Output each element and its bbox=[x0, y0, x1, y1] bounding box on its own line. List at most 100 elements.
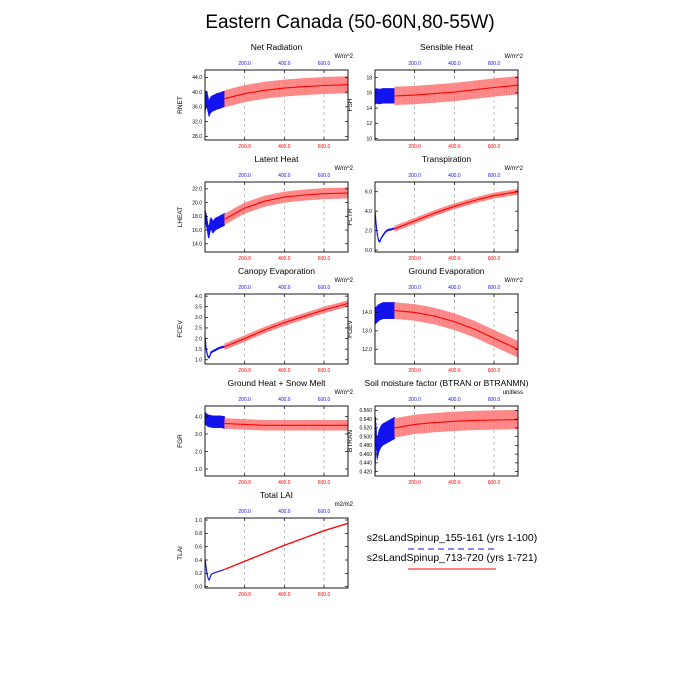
series-line bbox=[374, 427, 396, 463]
y-tick-label: 18.0 bbox=[192, 214, 202, 220]
y-tick-label: 2.0 bbox=[195, 336, 202, 342]
bottom-x-tick-label: 600.0 bbox=[488, 256, 501, 262]
chart-panel-8: Soil moisture factor (BTRAN or BTRANMN) u… bbox=[347, 378, 529, 486]
chart-panel-9: Total LAI m2/m2 TLAI 0.0 0.2 0.4 0.6 0.8 1.0 200.… bbox=[177, 490, 354, 598]
series-short-run bbox=[204, 210, 226, 239]
chart-title: Net Radiation bbox=[251, 42, 303, 52]
y-tick-label: 0.440 bbox=[359, 461, 372, 467]
y-axis-label: FCEV bbox=[177, 320, 184, 338]
series-line bbox=[224, 522, 349, 570]
chart-title: Ground Evaporation bbox=[408, 266, 484, 276]
top-x-tick-label: 400.0 bbox=[278, 397, 291, 403]
units-label: W/m^2 bbox=[335, 54, 354, 60]
y-tick-label: 3.0 bbox=[195, 432, 202, 438]
y-tick-label: 22.0 bbox=[192, 187, 202, 193]
chart-panel-1: Net Radiation W/m^2 RNET 28.0 32.0 36.0 40.0 44… bbox=[177, 42, 354, 150]
top-x-tick-label: 600.0 bbox=[318, 397, 331, 403]
top-x-tick-label: 200.0 bbox=[238, 173, 251, 179]
series-long-run bbox=[394, 409, 519, 438]
chart-title: Latent Heat bbox=[255, 154, 300, 164]
top-x-tick-label: 400.0 bbox=[448, 61, 461, 67]
top-x-tick-label: 400.0 bbox=[278, 61, 291, 67]
chart-panel-5: Canopy Evaporation W/m^2 FCEV 1.0 1.5 2.0 2.5 3… bbox=[177, 266, 354, 374]
top-x-tick-label: 600.0 bbox=[488, 61, 501, 67]
bottom-x-tick-label: 400.0 bbox=[278, 144, 291, 150]
series-short-run bbox=[374, 302, 396, 325]
y-tick-label: 0.8 bbox=[195, 531, 202, 537]
series-long-run bbox=[224, 187, 349, 225]
y-axis-label: TLAI bbox=[177, 546, 184, 560]
top-x-tick-label: 400.0 bbox=[278, 509, 291, 515]
series-line bbox=[224, 192, 349, 220]
plot-frame bbox=[204, 405, 349, 477]
bottom-x-tick-label: 200.0 bbox=[238, 592, 251, 598]
series-short-run bbox=[204, 337, 226, 359]
series-long-run bbox=[394, 188, 519, 232]
y-tick-label: 3.5 bbox=[195, 305, 202, 311]
series-line bbox=[394, 419, 519, 429]
plot-frame bbox=[374, 293, 519, 365]
bottom-x-tick-label: 400.0 bbox=[448, 480, 461, 486]
top-x-tick-label: 400.0 bbox=[448, 173, 461, 179]
y-tick-label: 14.0 bbox=[362, 310, 372, 316]
bottom-x-tick-label: 600.0 bbox=[488, 144, 501, 150]
chart-panel-2: Sensible Heat W/m^2 FSH 10 12 14 16 18 200.0 400.… bbox=[347, 42, 524, 150]
chart-title: Transpiration bbox=[422, 154, 472, 164]
plot-frame bbox=[204, 517, 349, 589]
y-tick-label: 0.0 bbox=[365, 248, 372, 254]
series-short-run bbox=[374, 88, 396, 105]
bottom-x-tick-label: 200.0 bbox=[238, 368, 251, 374]
bottom-x-tick-label: 600.0 bbox=[318, 256, 331, 262]
bottom-x-tick-label: 600.0 bbox=[318, 480, 331, 486]
y-axis-label: FGEV bbox=[347, 319, 354, 337]
y-tick-label: 0.0 bbox=[195, 584, 202, 590]
units-label: m2/m2 bbox=[335, 502, 354, 508]
series-short-run bbox=[204, 559, 226, 582]
plot-frame bbox=[204, 181, 349, 253]
bottom-x-tick-label: 200.0 bbox=[408, 480, 421, 486]
series-line bbox=[375, 95, 395, 98]
series-line bbox=[204, 417, 225, 424]
top-x-tick-label: 200.0 bbox=[238, 397, 251, 403]
series-line bbox=[394, 191, 519, 230]
top-x-tick-label: 400.0 bbox=[278, 285, 291, 291]
chart-title: Total LAI bbox=[260, 490, 293, 500]
y-tick-label: 13.0 bbox=[362, 329, 372, 335]
series-line bbox=[204, 338, 225, 359]
bottom-x-tick-label: 400.0 bbox=[278, 256, 291, 262]
y-tick-label: 10 bbox=[366, 136, 372, 142]
series-long-run bbox=[224, 418, 349, 431]
chart-panel-3: Latent Heat W/m^2 LHEAT 14.0 16.0 18.0 20.0 22.… bbox=[177, 154, 354, 262]
series-long-run bbox=[224, 76, 349, 108]
series-long-run bbox=[224, 522, 349, 571]
y-tick-label: 40.0 bbox=[192, 90, 202, 96]
y-tick-label: 28.0 bbox=[192, 134, 202, 140]
chart-title: Canopy Evaporation bbox=[238, 266, 315, 276]
bottom-x-tick-label: 600.0 bbox=[318, 368, 331, 374]
y-tick-label: 32.0 bbox=[192, 119, 202, 125]
series-short-run bbox=[204, 412, 226, 429]
y-tick-label: 1.0 bbox=[195, 467, 202, 473]
plot-frame bbox=[204, 293, 349, 365]
y-tick-label: 0.2 bbox=[195, 571, 202, 577]
y-tick-label: 18 bbox=[366, 75, 372, 81]
top-x-tick-label: 600.0 bbox=[488, 173, 501, 179]
bottom-x-tick-label: 200.0 bbox=[408, 368, 421, 374]
y-tick-label: 20.0 bbox=[192, 200, 202, 206]
figure-title: Eastern Canada (50-60N,80-55W) bbox=[205, 12, 494, 33]
y-tick-label: 3.0 bbox=[195, 315, 202, 321]
series-line bbox=[204, 559, 225, 582]
top-x-tick-label: 600.0 bbox=[488, 285, 501, 291]
y-tick-label: 4.0 bbox=[195, 414, 202, 420]
bottom-x-tick-label: 600.0 bbox=[318, 592, 331, 598]
series-line bbox=[204, 97, 226, 112]
plot-frame bbox=[374, 69, 519, 141]
units-label: W/m^2 bbox=[335, 278, 354, 284]
y-tick-label: 4.0 bbox=[195, 294, 202, 300]
series-short-run bbox=[374, 212, 396, 243]
y-tick-label: 14.0 bbox=[192, 242, 202, 248]
y-tick-label: 14 bbox=[366, 106, 372, 112]
chart-panel-4: Transpiration W/m^2 FCTR 0.0 2.0 4.0 6.0 200.0 4… bbox=[347, 154, 524, 262]
chart-panel-7: Ground Heat + Snow Melt W/m^2 FGR 1.0 2.0 3.0… bbox=[177, 378, 354, 486]
